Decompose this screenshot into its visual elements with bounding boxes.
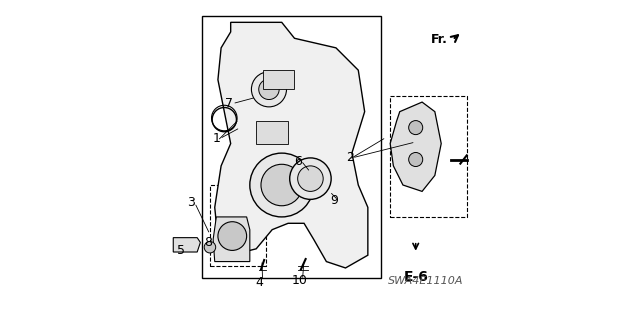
Text: 1: 1: [212, 132, 220, 145]
Polygon shape: [215, 22, 368, 268]
Circle shape: [250, 153, 314, 217]
Circle shape: [409, 152, 422, 167]
Text: 3: 3: [187, 196, 195, 209]
Bar: [202, 16, 381, 278]
Text: 9: 9: [330, 195, 339, 207]
Circle shape: [204, 241, 216, 253]
Polygon shape: [213, 217, 250, 262]
Polygon shape: [173, 238, 200, 252]
Text: E-6: E-6: [403, 270, 428, 284]
Text: 2: 2: [346, 152, 355, 164]
Text: Fr.: Fr.: [431, 33, 447, 46]
Text: SWA4E1110A: SWA4E1110A: [388, 276, 463, 286]
Polygon shape: [256, 121, 288, 144]
Text: 8: 8: [204, 236, 212, 249]
Text: 7: 7: [225, 97, 233, 110]
Text: 5: 5: [177, 244, 185, 257]
Circle shape: [298, 166, 323, 191]
Circle shape: [259, 79, 279, 100]
Text: 6: 6: [294, 155, 301, 167]
Circle shape: [252, 72, 287, 107]
Text: 4: 4: [255, 276, 263, 289]
Polygon shape: [262, 70, 294, 89]
Bar: [210, 185, 266, 266]
Circle shape: [218, 222, 246, 250]
Circle shape: [290, 158, 331, 199]
Circle shape: [261, 164, 303, 206]
Text: 10: 10: [291, 274, 307, 287]
Polygon shape: [390, 102, 441, 191]
Bar: [390, 96, 467, 217]
Circle shape: [409, 121, 422, 135]
